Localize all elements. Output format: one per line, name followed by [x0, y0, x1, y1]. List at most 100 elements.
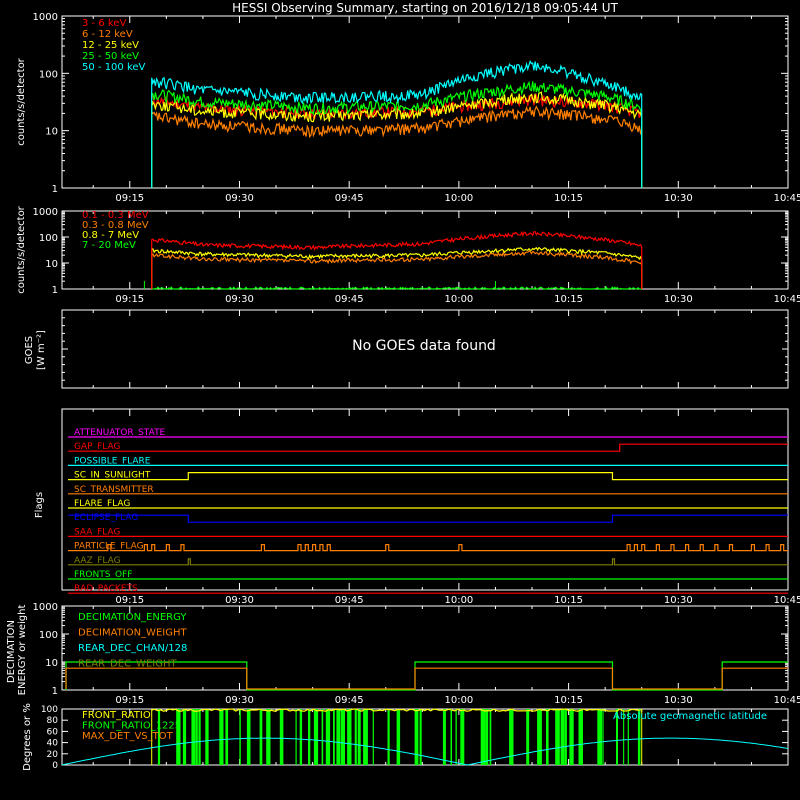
- panel6-ratio-bar: [602, 709, 604, 765]
- panel6-ylabel: Degrees or %: [22, 703, 33, 771]
- panel2-ytick-label: 100: [39, 233, 58, 244]
- panel5-legend-entry: DECIMATION_ENERGY: [78, 612, 187, 623]
- panel6-ratio-bar: [219, 709, 222, 765]
- panel1-ytick-label: 1: [52, 184, 58, 195]
- panel6-ratio-bar: [198, 709, 201, 765]
- panel1-xtick-label: 10:15: [554, 193, 583, 204]
- panel2-xtick-label: 09:15: [115, 294, 144, 305]
- panel6-ratio-bar: [354, 709, 357, 765]
- panel6-ratio-bar: [546, 709, 549, 765]
- panel1-xtick-label: 09:30: [225, 193, 254, 204]
- panel5-xtick-label: 10:30: [664, 695, 693, 706]
- figure-title: HESSI Observing Summary, starting on 201…: [232, 1, 618, 15]
- panel6-ratio-bar: [637, 709, 641, 765]
- panel6-ratio-bar: [266, 709, 271, 765]
- panel5-xtick-label: 09:45: [335, 695, 364, 706]
- panel6-ratio-bar: [340, 709, 345, 765]
- panel1-ytick-label: 100: [39, 69, 58, 80]
- panel5-xtick-label: 10:15: [554, 695, 583, 706]
- panel5-frame: [61, 605, 789, 691]
- panel2-legend-entry: 7 - 20 MeV: [82, 240, 136, 251]
- panel5-legend-entry: REAR_DEC_WEIGHT: [78, 659, 177, 670]
- panel4-xtick-label: 09:15: [115, 595, 144, 606]
- panel6-ytick-label: 100: [41, 705, 58, 715]
- panel6-ratio-bar: [489, 709, 492, 765]
- panel6-legend-entry: MAX_DET_VS_TOT: [82, 731, 174, 742]
- panel-low-energy: 1 10 100 1000 09:15 09:30 09:45 10:00 10:15 10:30…: [33, 12, 800, 204]
- panel4-xtick-label: 09:30: [225, 595, 254, 606]
- flag-label: SC_IN_SUNLIGHT: [74, 471, 151, 481]
- panel6-ratio-bar: [623, 709, 625, 765]
- flag-label: POSSIBLE_FLARE: [74, 456, 151, 466]
- panel1-ytick-label: 10: [45, 127, 58, 138]
- flag-label: BAD_PACKETS: [74, 584, 138, 594]
- panel6-ratio-bar: [295, 709, 297, 765]
- panel1-series-line: [151, 93, 643, 188]
- panel1-legend-entry: 12 - 25 keV: [82, 40, 139, 51]
- panel6-ratio-bar: [387, 709, 390, 765]
- panel5-ytick-label: 10: [45, 658, 58, 669]
- panel6-ratio-bar: [333, 709, 335, 765]
- panel2-series-line: [151, 246, 643, 289]
- panel2-series-line: [151, 286, 643, 291]
- goes-message: No GOES data found: [352, 338, 496, 354]
- flag-label: ECLIPSE_FLAG: [74, 513, 138, 523]
- panel6-ratio-bar: [597, 709, 603, 765]
- panel6-ytick-label: 0: [52, 761, 58, 771]
- panel2-series-line: [151, 250, 643, 289]
- panel6-ratio-bar: [308, 709, 311, 765]
- panel4-xtick-label: 10:30: [664, 595, 693, 606]
- flag-trace: [68, 544, 788, 552]
- panel6-ratio-bar: [537, 709, 542, 765]
- panel1-series-line: [151, 91, 643, 188]
- panel4-xtick-label: 10:15: [554, 595, 583, 606]
- panel-decimation: 1 10 100 1000 09:15 09:30 09:45 10:00 10:15 10:30…: [33, 602, 800, 706]
- flag-label: SAA_FLAG: [74, 527, 120, 537]
- panel1-xtick-label: 09:15: [115, 193, 144, 204]
- panel6-ytick-label: 60: [47, 727, 59, 737]
- panel2-ytick-label: 1000: [33, 207, 58, 218]
- panel2-xtick-label: 09:45: [335, 294, 364, 305]
- panel6-ratio-bar: [191, 709, 196, 765]
- panel6-ratio-bar: [560, 709, 565, 765]
- panel2-series-line: [151, 230, 643, 289]
- panel6-ratio-bar: [480, 709, 486, 765]
- panel6-ratio-bar: [182, 709, 187, 765]
- panel3-ylabel: GOES: [24, 336, 35, 364]
- panel4-ylabel: Flags: [34, 492, 45, 518]
- panel6-ytick-label: 20: [47, 750, 59, 760]
- panel6-ratio-bar: [347, 709, 352, 765]
- panel5-ytick-label: 100: [39, 630, 58, 641]
- panel-goes: [61, 309, 789, 389]
- panel1-frame: [61, 15, 789, 189]
- panel5-xtick-label: 10:00: [444, 695, 473, 706]
- panel6-ratio-bar: [485, 709, 489, 765]
- panel5-xtick-label: 10:45: [774, 695, 800, 706]
- flag-trace: [68, 514, 788, 523]
- panel6-ratio-bar: [372, 709, 374, 765]
- panel4-xtick-label: 09:45: [335, 595, 364, 606]
- panel6-ratio-bar: [616, 709, 618, 765]
- panel6-ratio-bar: [225, 709, 229, 765]
- panel5-ytick-label: 1000: [33, 602, 58, 613]
- panel6-ratio-bar: [627, 709, 629, 765]
- panel6-ratio-bar: [509, 709, 514, 765]
- panel1-legend-entry: 50 - 100 keV: [82, 62, 146, 73]
- panel1-series-line: [151, 59, 643, 188]
- flag-label: SC_TRANSMITTER: [74, 485, 154, 495]
- panel1-xtick-label: 10:00: [444, 193, 473, 204]
- panel6-ratio-bar: [460, 709, 465, 765]
- panel5-xtick-label: 09:30: [225, 695, 254, 706]
- panel5-legend-entry: DECIMATION_WEIGHT: [78, 628, 187, 639]
- panel2-ylabel: counts/s/detector: [16, 205, 27, 293]
- panel2-xtick-label: 10:15: [554, 294, 583, 305]
- panel6-frame: [61, 708, 789, 766]
- panel-flags: 09:15 09:30 09:45 10:00 10:15 10:30 10:45 ATTEN…: [61, 408, 800, 606]
- panel6-ytick-label: 80: [47, 716, 59, 726]
- flag-trace: [68, 472, 788, 481]
- panel5-series-line: [65, 667, 788, 690]
- panel5-ylabel-line1: DECIMATION: [6, 620, 17, 683]
- panel6-ratio-bar: [363, 709, 368, 765]
